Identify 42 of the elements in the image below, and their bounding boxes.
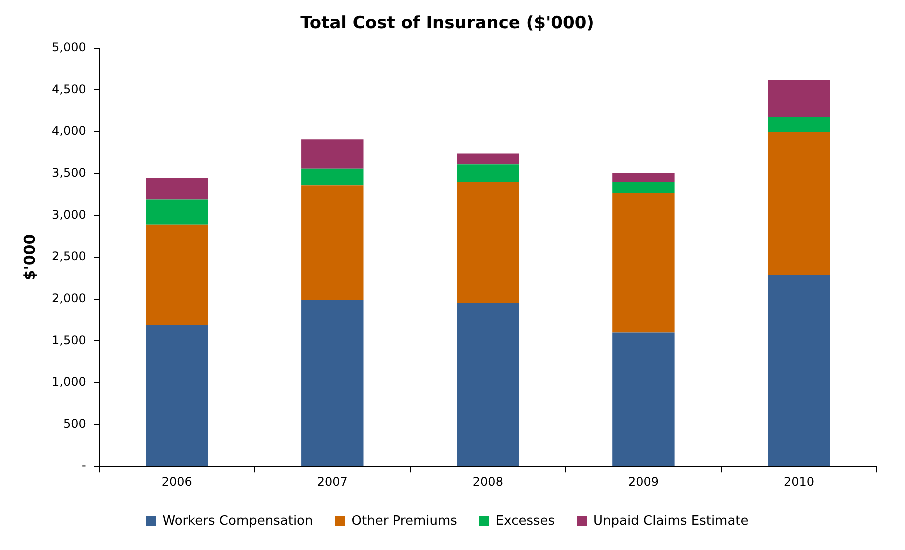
bar bbox=[146, 200, 208, 225]
bar bbox=[768, 116, 830, 132]
y-tick-label: 3,000 bbox=[52, 208, 86, 222]
bar bbox=[302, 140, 364, 169]
bar bbox=[457, 154, 520, 165]
y-tick-label: 3,500 bbox=[52, 166, 86, 180]
y-tick-label: 500 bbox=[63, 416, 86, 431]
bar bbox=[302, 186, 364, 300]
legend-label: Excesses bbox=[496, 514, 556, 529]
legend-label: Workers Compensation bbox=[162, 514, 314, 529]
y-tick-label: - bbox=[82, 458, 86, 473]
bar bbox=[768, 132, 830, 276]
bar bbox=[768, 80, 830, 117]
x-tick-label: 2007 bbox=[317, 474, 348, 489]
x-tick-label: 2006 bbox=[162, 474, 192, 489]
bar bbox=[768, 275, 830, 466]
y-tick-label: 2,000 bbox=[52, 291, 86, 306]
bar bbox=[612, 182, 675, 194]
bar bbox=[612, 173, 675, 182]
y-tick-label: 1,000 bbox=[52, 375, 86, 390]
bar bbox=[146, 178, 208, 200]
bar bbox=[146, 224, 208, 326]
y-axis-title: $'000 bbox=[20, 234, 39, 281]
chart-title: Total Cost of Insurance ($'000) bbox=[300, 14, 594, 34]
x-tick-label: 2009 bbox=[628, 474, 659, 489]
bar bbox=[457, 164, 520, 182]
y-tick-label: 4,500 bbox=[52, 82, 86, 96]
y-tick-label: 4,000 bbox=[52, 124, 86, 138]
y-tick-label: 1,500 bbox=[52, 333, 86, 348]
bar bbox=[457, 182, 520, 304]
bar bbox=[612, 193, 675, 333]
bar bbox=[302, 168, 364, 186]
y-tick-label: 2,500 bbox=[52, 250, 86, 264]
x-tick-label: 2008 bbox=[472, 474, 504, 489]
legend-label: Unpaid Claims Estimate bbox=[594, 514, 749, 529]
x-tick-label: 2010 bbox=[784, 474, 815, 489]
bar bbox=[302, 300, 364, 466]
bar bbox=[612, 332, 675, 466]
legend-label: Other Premiums bbox=[352, 514, 458, 529]
bar bbox=[146, 325, 208, 466]
y-tick-label: 5,000 bbox=[52, 40, 86, 55]
bar bbox=[457, 304, 520, 466]
